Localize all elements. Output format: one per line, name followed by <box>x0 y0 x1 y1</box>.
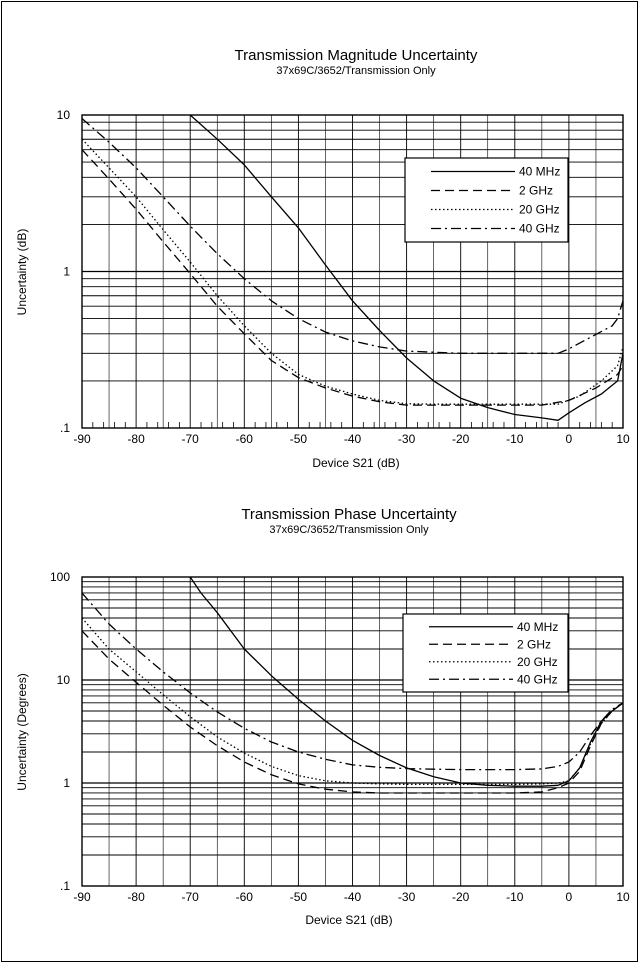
x-tick-label: -80 <box>127 890 145 904</box>
y-tick-label: 1 <box>63 265 70 279</box>
x-tick-label: 10 <box>616 890 630 904</box>
x-tick-label: 10 <box>616 432 630 446</box>
x-tick-label: -80 <box>127 432 145 446</box>
y-tick-label: .1 <box>60 421 70 435</box>
y-axis-label: Uncertainty (Degrees) <box>15 673 29 790</box>
series-line-40-ghz <box>82 118 623 354</box>
chart-title: Transmission Magnitude Uncertainty <box>235 47 478 64</box>
legend-label: 40 GHz <box>519 222 560 236</box>
x-tick-label: -70 <box>182 890 200 904</box>
x-tick-label: -20 <box>452 890 470 904</box>
series-lines <box>82 577 623 794</box>
chart-subtitle: 37x69C/3652/Transmission Only <box>269 524 429 536</box>
legend: 40 MHz 2 GHz 20 GHz 40 GHz <box>402 613 569 693</box>
chart-title: Transmission Phase Uncertainty <box>241 506 457 523</box>
x-tick-label: -90 <box>73 890 91 904</box>
legend-label: 40 GHz <box>517 672 558 686</box>
y-axis-label: Uncertainty (dB) <box>15 229 29 316</box>
y-tick-label: 10 <box>57 108 71 122</box>
x-tick-label: -70 <box>182 432 200 446</box>
series-line-2-ghz <box>82 149 623 406</box>
x-tick-label: -30 <box>398 432 416 446</box>
x-tick-label: -20 <box>452 432 470 446</box>
x-tick-label: -60 <box>236 432 254 446</box>
magnitude-uncertainty-chart: Transmission Magnitude Uncertainty 37x69… <box>15 47 630 470</box>
x-tick-label: 0 <box>566 432 573 446</box>
x-tick-label: -90 <box>73 432 91 446</box>
x-tick-label: -40 <box>344 432 362 446</box>
series-line-20-ghz <box>82 138 623 405</box>
grid <box>82 577 623 886</box>
x-tick-label: -50 <box>290 432 308 446</box>
y-tick-label: 10 <box>57 673 71 687</box>
x-tick-label: -40 <box>344 890 362 904</box>
x-tick-label: -30 <box>398 890 416 904</box>
legend-label: 20 GHz <box>519 203 560 217</box>
y-tick-label: .1 <box>60 879 70 893</box>
x-axis-label: Device S21 (dB) <box>312 456 399 470</box>
plot-area <box>81 114 624 429</box>
phase-uncertainty-chart: Transmission Phase Uncertainty 37x69C/36… <box>15 506 630 927</box>
series-line-40-ghz <box>82 592 623 771</box>
legend-label: 20 GHz <box>517 655 558 669</box>
legend-label: 40 MHz <box>517 620 558 634</box>
x-tick-label: -60 <box>236 890 254 904</box>
chart-subtitle: 37x69C/3652/Transmission Only <box>276 65 436 77</box>
x-tick-label: -10 <box>506 432 524 446</box>
x-tick-label: 0 <box>566 890 573 904</box>
y-tick-label: 100 <box>50 570 70 584</box>
x-axis-label: Device S21 (dB) <box>305 913 392 927</box>
legend: 40 MHz 2 GHz 20 GHz 40 GHz <box>404 157 569 243</box>
series-line-2-ghz <box>82 630 623 794</box>
series-lines <box>82 115 623 421</box>
legend-label: 2 GHz <box>519 184 553 198</box>
legend-label: 2 GHz <box>517 637 551 651</box>
y-tick-label: 1 <box>63 776 70 790</box>
legend-label: 40 MHz <box>519 165 560 179</box>
series-line-40-mhz <box>189 115 623 421</box>
plot-area <box>81 576 624 887</box>
x-tick-label: -10 <box>506 890 524 904</box>
x-tick-label: -50 <box>290 890 308 904</box>
